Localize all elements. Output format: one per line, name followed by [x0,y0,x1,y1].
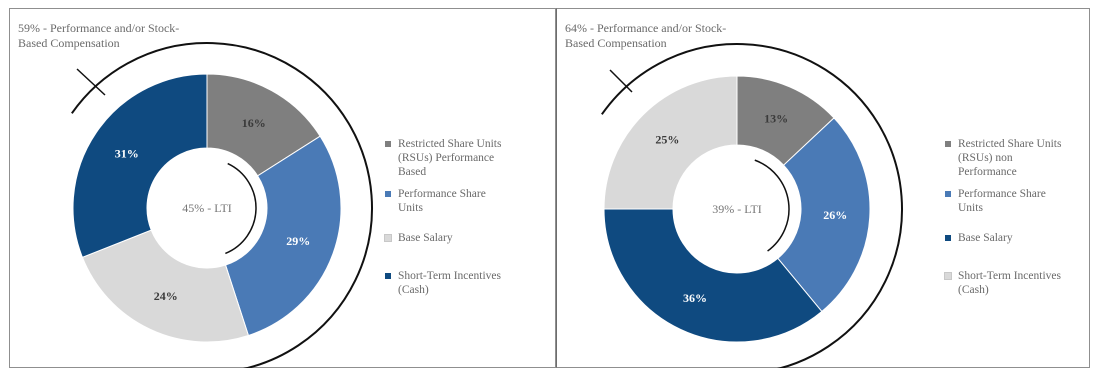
slice-data-label: 36% [683,291,707,305]
legend-swatch [945,191,951,197]
legend-swatch [384,234,392,242]
callout-line [76,68,106,96]
legend-label: (RSUs) non [958,152,1013,164]
legend-item: Short-Term Incentives (Cash) [944,269,1095,297]
chart-title: 64% - Performance and/or Stock- Based Co… [565,21,825,51]
legend-label: Short-Term Incentives [958,270,1061,282]
slice-data-label: 24% [154,289,178,303]
legend-label: Base Salary [958,232,1013,244]
callout-line [609,69,633,93]
legend-label: (Cash) [398,284,429,296]
legend-item: Performance Share Units [945,187,1095,215]
chart-title-line: Based Compensation [565,36,667,50]
legend-label: Performance Share [398,188,486,200]
chart-title-line: 64% - Performance and/or Stock- [565,21,727,35]
donut-center-label: 39% - LTI [712,202,762,216]
legend-item: Base Salary [945,231,1095,245]
donut-chart-1: 16% 29% 24% 31% 45% - LTI [71,42,373,368]
legend-swatch [944,272,952,280]
slice-data-label: 13% [764,112,788,126]
legend-label: Performance Share [958,188,1046,200]
legend-label: Units [398,202,423,214]
grouping-bracket-inner [754,159,790,252]
chart-panel-1: 59% - Performance and/or Stock- Based Co… [9,8,556,368]
chart-panel-2: 64% - Performance and/or Stock- Based Co… [556,8,1090,368]
legend-item: Base Salary [384,231,565,245]
legend-label: Base Salary [398,232,453,244]
donut-slice [777,117,871,313]
legend-swatch [945,141,951,147]
legend-label: Performance [958,166,1017,178]
donut-slice [603,208,823,343]
legend-label: Restricted Share Units [398,138,502,150]
grouping-bracket-inner [225,162,257,255]
legend-swatch [385,141,391,147]
legend-swatch [385,191,391,197]
grouping-bracket-outer [601,43,903,368]
slice-data-label: 25% [655,132,679,146]
chart-title: 59% - Performance and/or Stock- Based Co… [18,21,278,51]
donut-center-label: 45% - LTI [182,201,232,215]
chart-title-line: Based Compensation [18,36,120,50]
legend-label: (RSUs) Performance [398,152,495,164]
slice-data-label: 16% [242,116,266,130]
slice-data-label: 26% [823,208,847,222]
chart-title-line: 59% - Performance and/or Stock- [18,21,180,35]
legend-item: Short-Term Incentives (Cash) [385,269,565,297]
slice-data-label: 29% [286,234,310,248]
legend-label: (Cash) [958,284,989,296]
legend-item: Performance Share Units [385,187,565,215]
legend-label: Restricted Share Units [958,138,1062,150]
legend-item: Restricted Share Units (RSUs) Performance… [385,137,565,179]
donut-chart-2: 13% 26% 36% 25% 39% - LTI [601,43,903,368]
grouping-bracket-outer [71,42,373,368]
legend-label: Short-Term Incentives [398,270,501,282]
donut-slice [72,73,208,258]
legend-label: Based [398,166,427,178]
legend-swatch [385,273,391,279]
donut-slice [603,75,738,210]
legend-label: Units [958,202,983,214]
legend-swatch [945,235,951,241]
slice-data-label: 31% [115,146,139,160]
donut-slice [81,229,250,343]
legend-item: Restricted Share Units (RSUs) non Performa… [945,137,1095,179]
donut-slice [224,135,342,337]
